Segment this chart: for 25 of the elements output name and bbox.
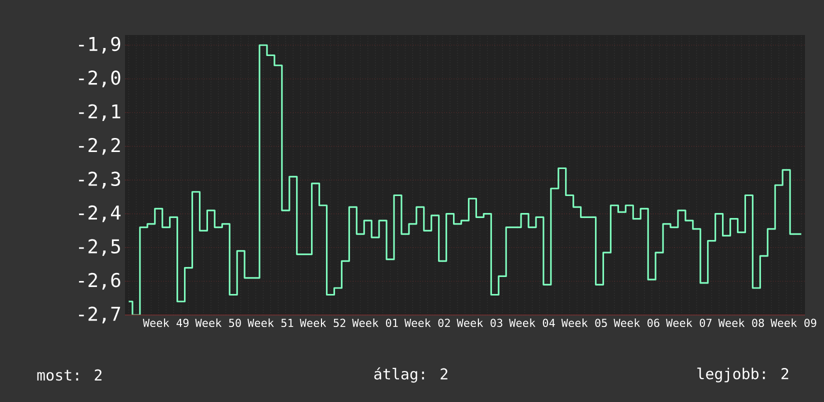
x-tick-label: Week 04 bbox=[509, 318, 555, 328]
x-tick-label: Week 49 bbox=[142, 318, 189, 328]
x-tick-label: Week 51 bbox=[248, 318, 294, 328]
y-tick-label: -2,3 bbox=[79, 172, 120, 188]
x-tick-label: Week 52 bbox=[300, 318, 346, 328]
y-tick-label: -2,5 bbox=[79, 239, 120, 256]
y-tick-label: -2,0 bbox=[79, 70, 120, 88]
x-tick-label: Week 02 bbox=[404, 318, 450, 328]
y-tick-label: -2,2 bbox=[79, 138, 120, 155]
y-tick-label: -1,9 bbox=[79, 36, 120, 54]
text: átlag: 2 bbox=[374, 367, 448, 383]
text: most: 2 bbox=[37, 369, 102, 381]
text: legjobb: 2 bbox=[697, 368, 788, 382]
x-tick-label: Week 01 bbox=[352, 318, 398, 328]
y-tick-label: -2,7 bbox=[79, 306, 120, 324]
y-tick-label: -2,1 bbox=[79, 104, 120, 121]
x-tick-label: Week 07 bbox=[666, 318, 712, 328]
x-tick-label: Week 50 bbox=[195, 318, 241, 328]
y-tick-label: -2,4 bbox=[79, 205, 121, 222]
x-tick-label: Week 03 bbox=[456, 318, 502, 328]
x-tick-label: Week 09 bbox=[770, 318, 816, 328]
x-tick-label: Week 06 bbox=[614, 318, 660, 328]
y-tick-label: -2,6 bbox=[79, 272, 120, 290]
x-tick-label: Week 05 bbox=[561, 318, 607, 328]
x-tick-label: Week 08 bbox=[718, 318, 764, 328]
